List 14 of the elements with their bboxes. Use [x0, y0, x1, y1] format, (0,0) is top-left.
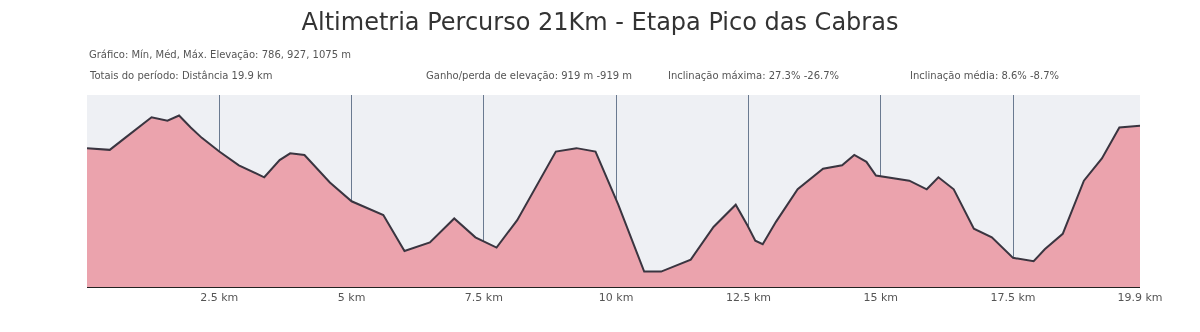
- x-tick-label: 17.5 km: [990, 291, 1036, 305]
- text: Inclinação máxima: 27.3% -26.7%: [668, 70, 840, 81]
- chart-title: Altimetria Percurso 21Km - Etapa Pico das Cabras: [301, 8, 899, 37]
- x-tick-label: 12.5 km: [725, 291, 771, 305]
- text: Totais do período: Distância 19.9 km: [89, 70, 273, 81]
- x-tick-label: 19.9 km: [1117, 291, 1163, 305]
- text: Gráfico: Mín, Méd, Máx. Elevação: 786, 927, 1075 m: [89, 49, 351, 60]
- text: Ganho/perda de elevação: 919 m -919 m: [426, 70, 633, 81]
- x-tick-label: 2.5 km: [200, 291, 239, 305]
- x-tick-label: 15 km: [863, 291, 899, 305]
- x-tick-label: 10 km: [598, 291, 634, 305]
- x-tick-label: 7.5 km: [464, 291, 503, 305]
- x-tick-label: 5 km: [337, 291, 366, 305]
- text: Inclinação média: 8.6% -8.7%: [910, 70, 1060, 81]
